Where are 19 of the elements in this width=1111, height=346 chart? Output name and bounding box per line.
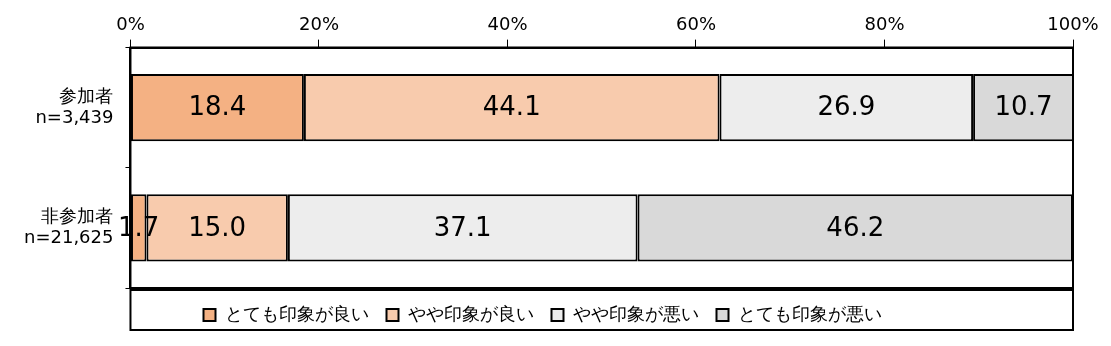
- x-tick-label: 20%: [298, 13, 339, 35]
- legend-label: やや印象が悪い: [572, 302, 699, 324]
- data-label: 15.0: [188, 211, 247, 242]
- legend-label: とても印象が悪い: [737, 302, 882, 324]
- x-tick-label: 0%: [116, 13, 145, 35]
- legend-label: とても印象が良い: [224, 302, 369, 324]
- x-tick-label: 80%: [864, 13, 905, 35]
- legend-label: やや印象が良い: [407, 302, 534, 324]
- y-tick-label: 非参加者 n=21,625: [23, 204, 114, 248]
- data-label: 18.4: [188, 91, 247, 122]
- data-label: 37.1: [433, 211, 492, 242]
- data-label: 44.1: [482, 91, 541, 122]
- y-tick-label: 参加者 n=3,439: [35, 84, 114, 128]
- x-tick-label: 60%: [675, 13, 716, 35]
- x-tick-label: 40%: [487, 13, 528, 35]
- data-label: 10.7: [994, 91, 1053, 122]
- data-label: 46.2: [826, 211, 885, 242]
- x-tick-label: 100%: [1047, 13, 1099, 35]
- data-label: 26.9: [817, 91, 876, 122]
